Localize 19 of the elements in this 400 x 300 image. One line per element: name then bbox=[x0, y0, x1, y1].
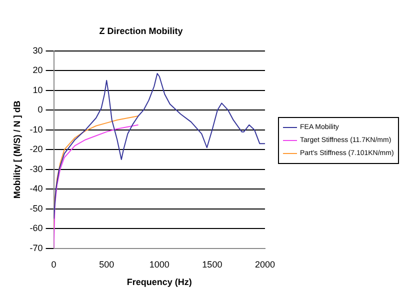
y-tick-label: -20 bbox=[30, 144, 43, 154]
y-tick-label: 30 bbox=[32, 45, 43, 56]
y-tick-label: -50 bbox=[30, 203, 43, 214]
x-tick-label: 1000 bbox=[149, 259, 170, 270]
y-tick-label: -30 bbox=[30, 164, 43, 174]
y-tick-label: 20 bbox=[32, 65, 43, 76]
x-tick-label: 0 bbox=[51, 259, 56, 270]
x-tick-label: 2000 bbox=[254, 259, 276, 270]
y-tick-label: -10 bbox=[30, 124, 43, 134]
y-tick-label: -60 bbox=[30, 223, 43, 234]
x-tick-label: 1500 bbox=[202, 259, 222, 270]
x-tick-label: 500 bbox=[99, 259, 114, 270]
y-tick-label: -40 bbox=[30, 184, 43, 194]
y-tick-label: 10 bbox=[32, 84, 43, 95]
y-tick-label: 0 bbox=[38, 104, 43, 115]
x-axis-title: Frequency (Hz) bbox=[126, 277, 192, 288]
y-tick-label: -70 bbox=[30, 242, 43, 253]
chart-title: Z Direction Mobility bbox=[99, 26, 183, 36]
y-axis-title: Mobility [ (M/S) / N ] dB bbox=[12, 100, 22, 199]
